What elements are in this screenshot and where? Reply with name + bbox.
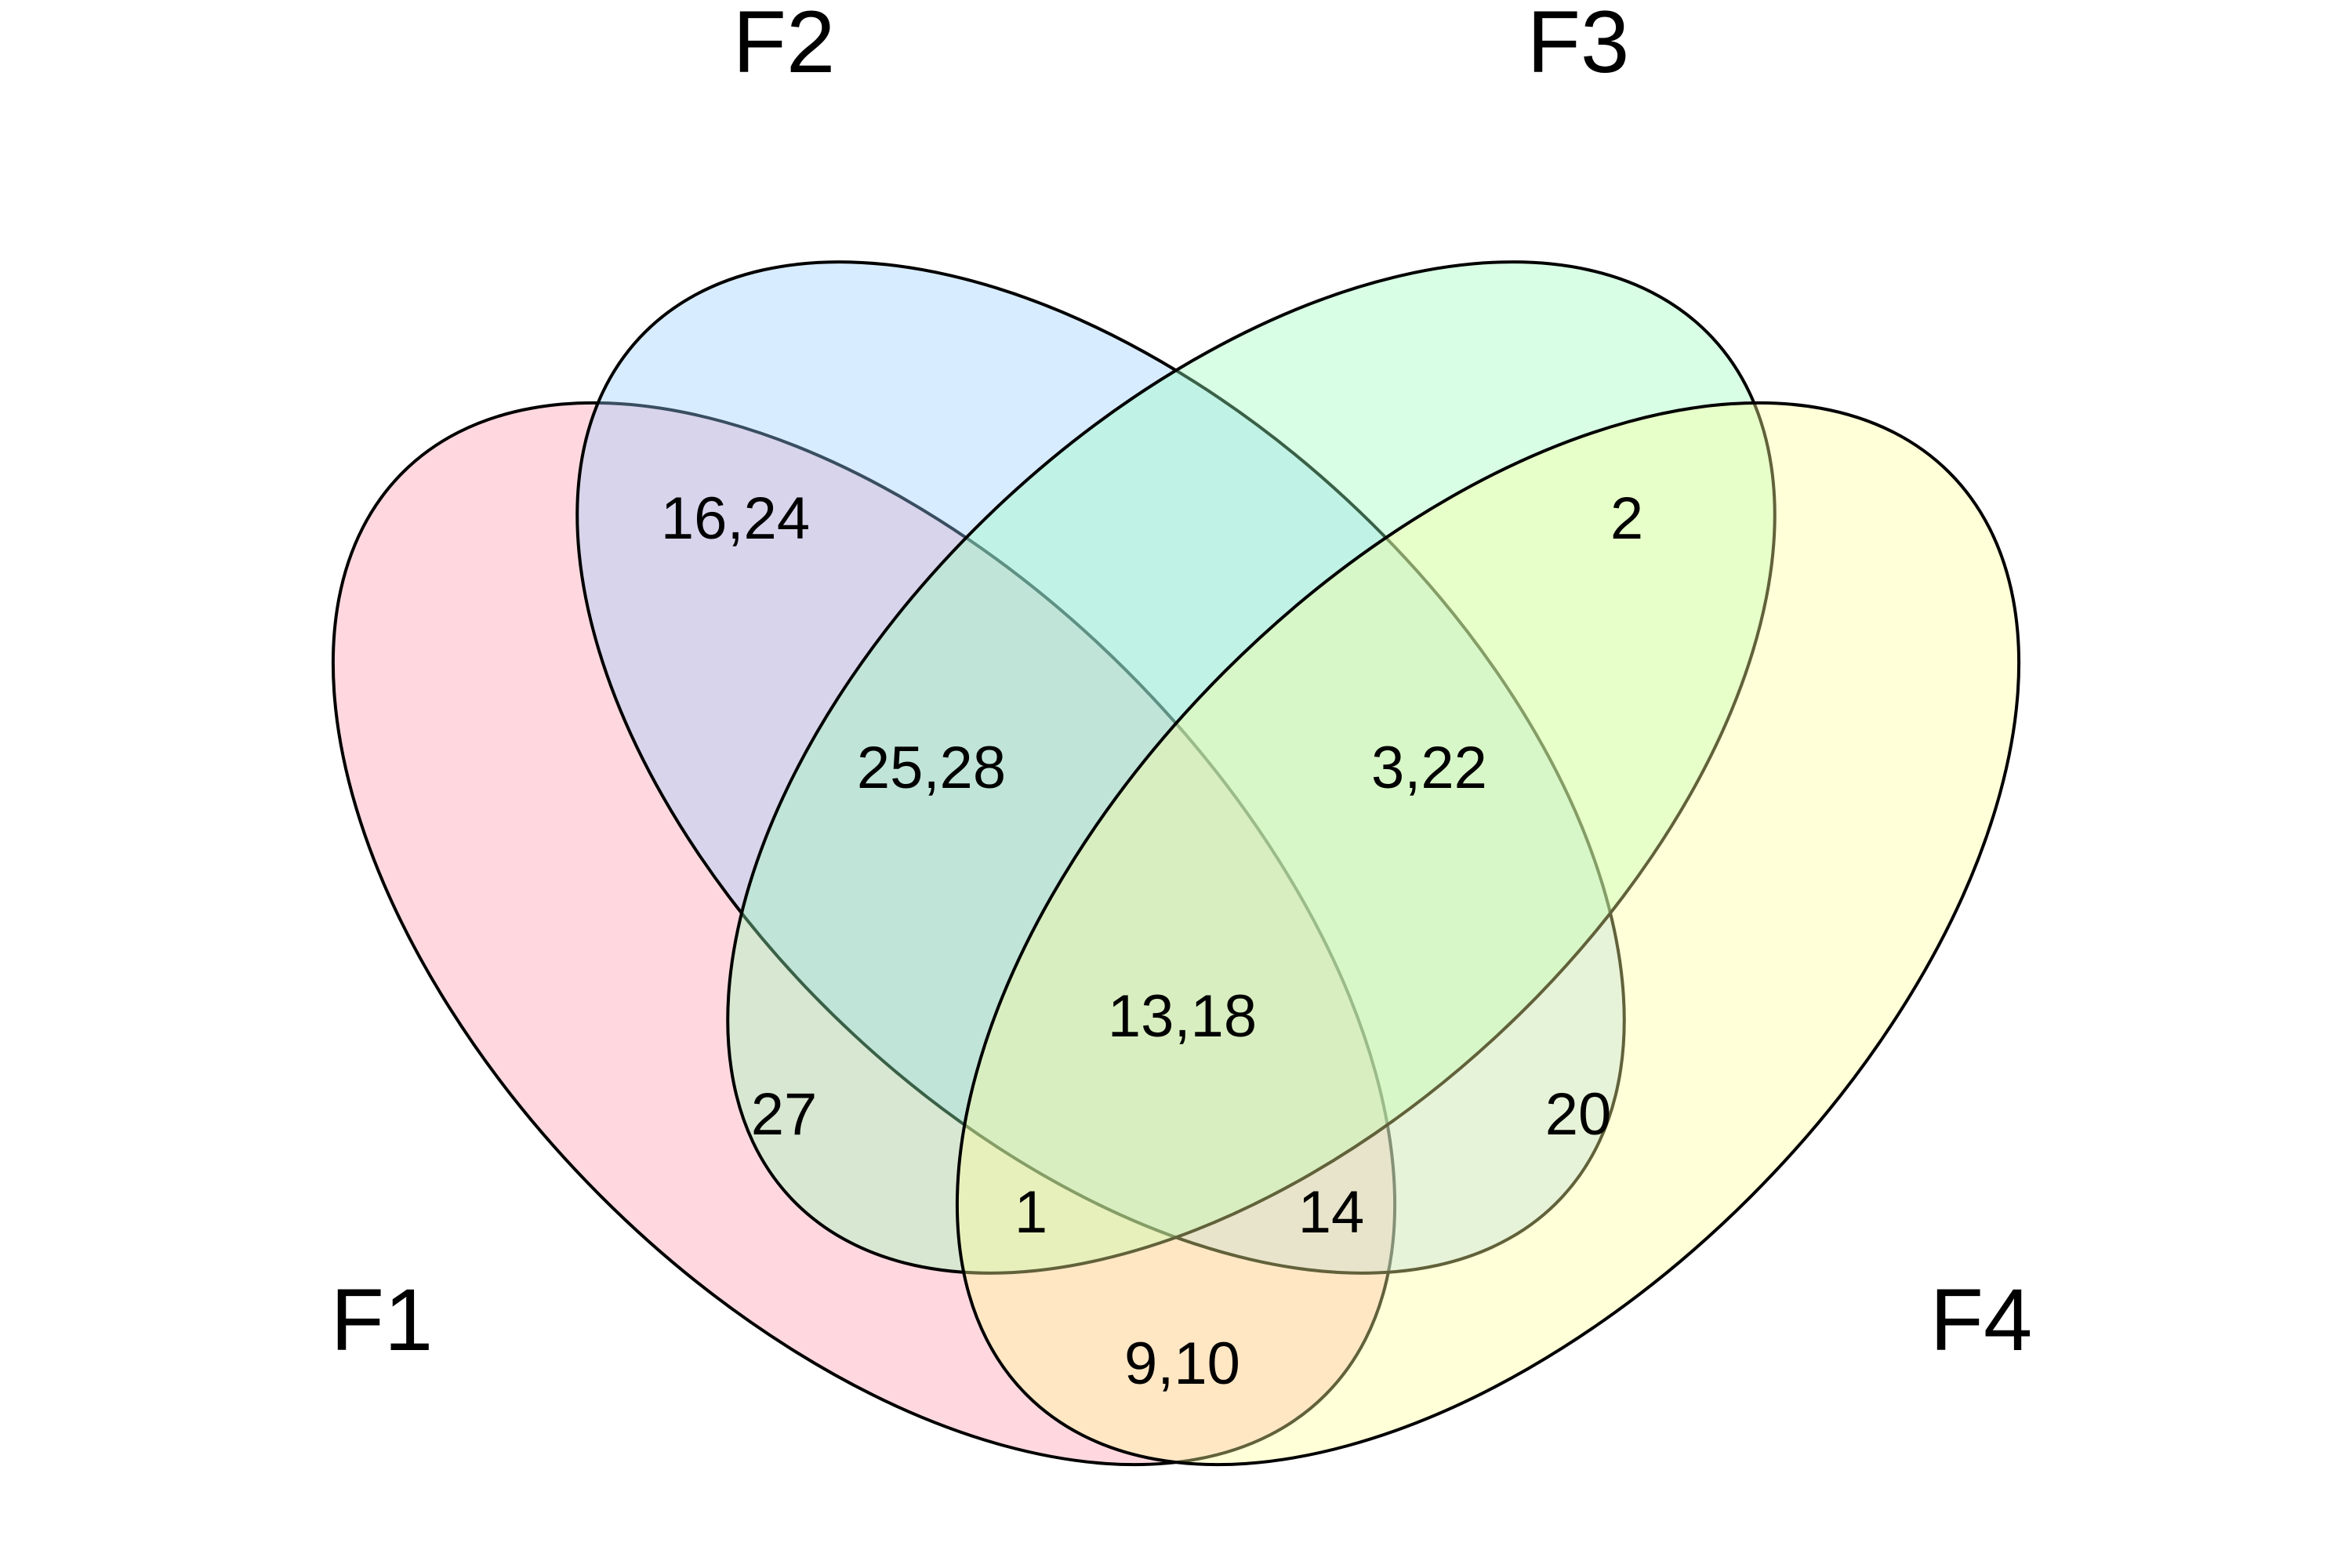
region-label-f2-f3-f4: 3,22 — [1371, 735, 1487, 801]
set-label-f4: F4 — [1930, 1271, 2033, 1369]
region-label-f1-f4: 9,10 — [1124, 1330, 1240, 1397]
region-label-f2-f4: 20 — [1545, 1081, 1612, 1148]
region-label-f1-f2: 16,24 — [661, 485, 810, 552]
venn-sets — [331, 260, 2021, 1467]
ellipse-f3 — [726, 260, 1777, 1275]
set-labels: F1 F2 F3 F4 — [331, 0, 2033, 1369]
ellipse-f4 — [955, 401, 2021, 1467]
ellipse-f1 — [331, 401, 1397, 1467]
set-label-f2: F2 — [733, 0, 836, 91]
region-label-all: 13,18 — [1108, 983, 1257, 1050]
region-label-f3-only: 2 — [1610, 485, 1643, 552]
region-label-f1-f3-f4: 1 — [1014, 1179, 1047, 1246]
region-label-f1-f2-f3: 25,28 — [857, 735, 1006, 801]
region-labels: 16,24 2 25,28 3,22 13,18 27 20 1 14 9,10 — [661, 485, 1643, 1397]
set-label-f1: F1 — [331, 1271, 434, 1369]
set-label-f3: F3 — [1527, 0, 1630, 91]
region-label-f1-f2-f4: 14 — [1298, 1179, 1365, 1246]
ellipse-f2 — [575, 260, 1626, 1275]
region-label-f1-f3: 27 — [751, 1081, 818, 1148]
